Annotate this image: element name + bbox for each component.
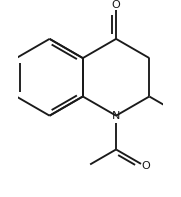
Text: O: O <box>141 161 150 171</box>
Text: O: O <box>112 0 120 10</box>
Text: N: N <box>112 111 120 121</box>
